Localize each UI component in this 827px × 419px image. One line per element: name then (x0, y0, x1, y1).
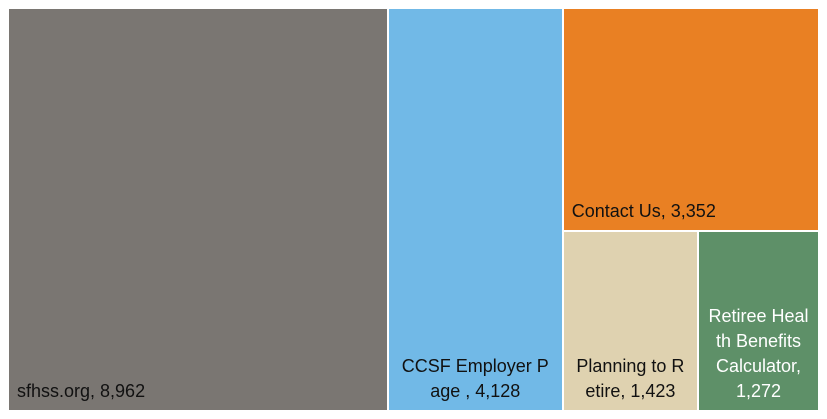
category-name: CCSF Employer Page (401, 356, 549, 401)
category-name: Retiree Health Benefits Calculator (708, 305, 809, 376)
value-label: , 1,423 (620, 380, 676, 401)
tile: sfhss.org, 8,962 (8, 8, 388, 411)
tile-label: Retiree Health Benefits Calculator, 1,27… (707, 304, 810, 404)
category-name: sfhss.org (17, 381, 91, 401)
tile: Contact Us, 3,352 (562, 8, 819, 232)
tile-label: Contact Us, 3,352 (572, 199, 716, 224)
value-label: , 3,352 (660, 201, 716, 222)
tile: Retiree Health Benefits Calculator, 1,27… (698, 231, 819, 411)
tile-label: CCSF Employer Page , 4,128 (397, 354, 554, 404)
category-name: Planning to Retire (576, 355, 685, 401)
tile: CCSF Employer Page , 4,128 (387, 8, 563, 411)
treemap: sfhss.org, 8,962 CCSF Employer Page , 4,1… (8, 8, 819, 411)
category-name: Contact Us (571, 201, 661, 222)
value-label: , 1,272 (735, 355, 802, 401)
tile-label: Planning to Retire, 1,423 (572, 354, 689, 404)
value-label: , 8,962 (90, 381, 146, 401)
tile-label: sfhss.org, 8,962 (17, 379, 145, 404)
value-label: , 4,128 (465, 381, 521, 401)
tile: Planning to Retire, 1,423 (562, 231, 699, 411)
